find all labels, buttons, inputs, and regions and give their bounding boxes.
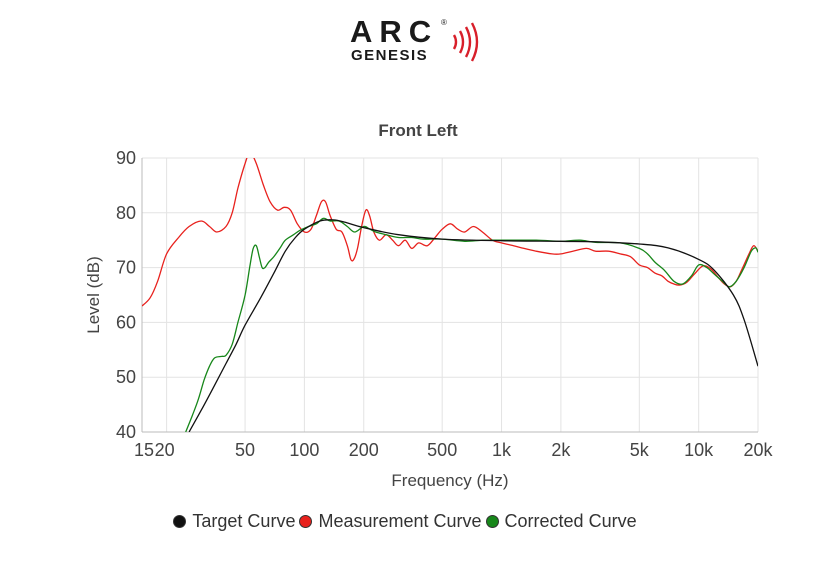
arc-genesis-logo: ARC GENESIS ® [340, 14, 500, 66]
corrected-curve-line [185, 217, 758, 432]
logo-brand: ARC [350, 14, 439, 49]
grid-lines [141, 157, 759, 433]
x-tick-label: 50 [235, 440, 255, 460]
legend-marker-icon [299, 515, 313, 528]
series-lines [142, 158, 758, 432]
y-tick-label: 70 [116, 258, 136, 278]
legend-label: Corrected Curve [504, 511, 637, 531]
chart-legend: Target Curve Measurement Curve Corrected C… [0, 511, 810, 533]
target-curve-line [188, 219, 758, 432]
x-tick-label: 5k [630, 440, 650, 460]
legend-label: Measurement Curve [318, 511, 482, 531]
x-tick-label: 20k [743, 440, 773, 460]
legend-marker-icon [173, 515, 187, 528]
y-tick-label: 40 [116, 422, 136, 442]
signal-waves-icon: ® [441, 18, 479, 62]
legend-label: Target Curve [192, 511, 296, 531]
legend-item-corrected-curve[interactable]: Corrected Curve [485, 511, 637, 532]
measurement-curve-line [142, 158, 758, 307]
logo-subtitle: GENESIS [351, 47, 429, 64]
legend-item-target-curve[interactable]: Target Curve [173, 511, 295, 532]
y-tick-label: 60 [116, 312, 136, 332]
y-tick-label: 80 [116, 203, 136, 223]
legend-marker-icon [485, 515, 499, 528]
x-axis-label: Frequency (Hz) [391, 471, 508, 490]
y-tick-label: 90 [116, 148, 136, 168]
x-tick-label: 2k [551, 440, 571, 460]
x-tick-label: 100 [289, 440, 319, 460]
x-tick-label: 15 [134, 440, 154, 460]
x-tick-label: 10k [684, 440, 714, 460]
chart-title: Front Left [378, 121, 458, 140]
registered-mark: ® [441, 18, 447, 27]
x-tick-labels: 15 20 50 100 200 500 1k 2k 5k 10k 20k [134, 440, 774, 460]
x-tick-label: 1k [492, 440, 512, 460]
y-tick-labels: 40 50 60 70 80 90 [116, 148, 136, 442]
y-tick-label: 50 [116, 367, 136, 387]
x-tick-label: 500 [427, 440, 457, 460]
x-tick-label: 200 [349, 440, 379, 460]
legend-item-measurement-curve[interactable]: Measurement Curve [299, 511, 482, 532]
x-tick-label: 20 [155, 440, 175, 460]
y-axis-label: Level (dB) [84, 256, 103, 333]
